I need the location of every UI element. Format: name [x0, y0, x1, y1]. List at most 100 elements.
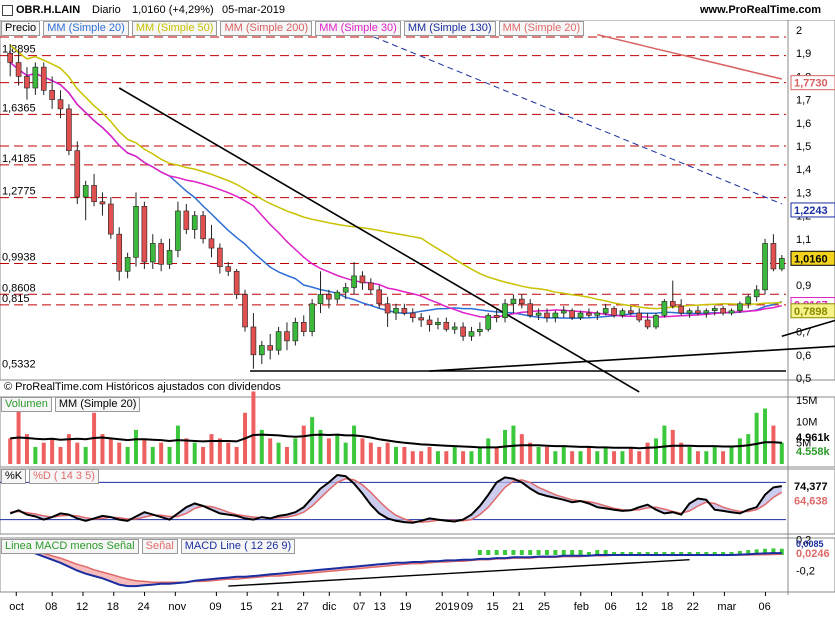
candle-body-31: [267, 345, 273, 351]
volume-bar-7: [66, 434, 71, 464]
stoch-d-line: [10, 477, 783, 523]
level-label-1: 1,6365: [2, 102, 36, 114]
macd-hist-67: [570, 550, 575, 555]
candle-body-33: [284, 331, 290, 342]
chart-icon[interactable]: [2, 5, 13, 16]
volume-bar-79: [670, 429, 675, 464]
panel-frame-1: [0, 396, 835, 468]
candle-body-29: [250, 326, 257, 356]
x-tick-17: 21: [512, 601, 524, 613]
legend-volume-1[interactable]: MM (Simple 20): [54, 397, 141, 412]
candle-body-46: [393, 308, 399, 314]
candle-body-19: [166, 250, 173, 265]
x-tick-16: 15: [487, 601, 499, 613]
volume-bar-88: [746, 434, 751, 464]
price-tick-5: 1,5: [796, 141, 811, 153]
volume-bar-52: [444, 451, 449, 464]
candle-body-15: [133, 206, 139, 258]
x-tick-3: 18: [107, 601, 119, 613]
macd-trendline: [228, 558, 690, 587]
legend-price-4[interactable]: MM (Simple 30): [315, 21, 401, 36]
site-link[interactable]: www.ProRealTime.com: [700, 4, 822, 16]
legend-macd-0[interactable]: Linea MACD menos Señal: [1, 539, 139, 554]
macd-hist-86: [729, 552, 734, 555]
candle-body-21: [183, 210, 190, 230]
volume-bar-58: [494, 446, 499, 464]
x-tick-18: 25: [538, 601, 550, 613]
candle-body-81: [686, 310, 693, 314]
candle-body-18: [158, 243, 164, 265]
x-tick-8: 21: [271, 601, 283, 613]
legend-stoch-0[interactable]: %K: [1, 469, 27, 484]
volume-bar-0: [8, 438, 13, 464]
legend-price-5[interactable]: MM (Simple 130): [403, 21, 496, 36]
macd-hist-74: [628, 552, 633, 555]
candle-body-78: [661, 301, 668, 316]
candle-body-41: [351, 275, 357, 288]
macd-hist-60: [511, 550, 516, 555]
volume-bar-23: [201, 446, 206, 464]
volume-bar-76: [645, 442, 650, 464]
header-bar: OBR.H.LAIN Diario 1,0160 (+4,29%) 05-mar…: [0, 0, 835, 20]
candle-body-35: [300, 322, 307, 332]
volume-last-value: 4.558k: [796, 446, 831, 458]
candle-body-3: [32, 66, 39, 89]
volume-bar-31: [268, 438, 273, 464]
volume-bar-18: [159, 442, 164, 464]
volume-bar-35: [301, 425, 306, 464]
legend-price-1[interactable]: MM (Simple 20): [43, 21, 129, 36]
volume-bar-1: [16, 404, 21, 464]
price-tick-0: 2: [796, 25, 802, 37]
x-tick-25: 06: [758, 601, 770, 613]
volume-bar-49: [419, 451, 424, 464]
volume-bar-92: [779, 442, 784, 464]
stochastic-legend: %K %D ( 14 3 5): [1, 469, 99, 484]
level-label-3: 1,2775: [2, 186, 36, 198]
x-tick-22: 18: [661, 601, 673, 613]
price-tick-12: 0,7: [796, 327, 811, 339]
candle-body-11: [99, 201, 106, 205]
ma130-line: [345, 24, 782, 205]
legend-stoch-1[interactable]: %D ( 14 3 5): [29, 469, 99, 484]
volume-bar-81: [687, 446, 692, 464]
candle-body-87: [737, 303, 743, 312]
volume-bar-72: [612, 451, 617, 464]
x-tick-20: 06: [605, 601, 617, 613]
macd-hist-71: [603, 550, 608, 555]
legend-price-6[interactable]: MM (Simple 20): [498, 21, 585, 36]
level-label-2: 1,4185: [2, 153, 36, 165]
legend-volume-0[interactable]: Volumen: [1, 397, 52, 412]
volume-bar-50: [427, 446, 432, 464]
volume-bar-48: [410, 451, 415, 464]
macd-hist-57: [486, 550, 491, 555]
legend-price-3[interactable]: MM (Simple 200): [220, 21, 313, 36]
volume-bar-41: [352, 425, 357, 464]
chart-canvas: 21,91,81,71,61,51,41,31,21,10,90,80,70,6…: [0, 20, 835, 613]
candle-body-24: [208, 238, 215, 249]
legend-macd-2[interactable]: MACD Line ( 12 26 9): [180, 539, 296, 554]
candle-body-7: [66, 108, 72, 151]
macd-hist-79: [670, 552, 675, 555]
candle-body-54: [460, 326, 466, 337]
volume-bar-2: [24, 434, 29, 464]
level-label-4: 0,9938: [2, 251, 36, 263]
macd-hist-61: [519, 550, 524, 555]
candle-body-43: [368, 282, 374, 291]
legend-price-2[interactable]: MM (Simple 50): [131, 21, 218, 36]
candle-body-72: [611, 308, 617, 316]
candle-body-85: [720, 308, 726, 314]
candle-body-62: [527, 303, 533, 316]
volume-bar-5: [50, 438, 55, 464]
legend-price-0[interactable]: Precio: [1, 21, 41, 36]
panel-frame-2: [0, 468, 835, 535]
candle-body-88: [745, 296, 752, 305]
volume-bar-78: [662, 425, 667, 464]
candle-body-84: [711, 308, 718, 312]
volume-bar-38: [326, 438, 331, 464]
macd-signal-value: 0,0085: [796, 539, 824, 549]
x-tick-2: 12: [76, 601, 88, 613]
legend-macd-1[interactable]: Señal: [141, 539, 178, 554]
macd-hist-81: [687, 552, 692, 555]
candle-body-12: [108, 203, 114, 235]
macd-hist-77: [654, 552, 658, 555]
